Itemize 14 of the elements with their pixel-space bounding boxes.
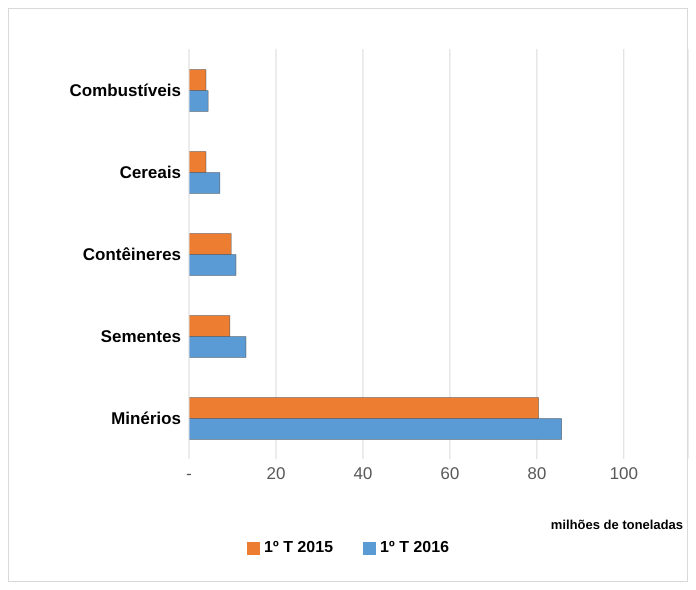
legend-label: 1º T 2015 xyxy=(264,539,333,557)
y-tick-label: Combustíveis xyxy=(70,81,181,100)
x-axis-title: milhões de toneladas xyxy=(550,517,683,532)
legend-label: 1º T 2016 xyxy=(380,539,449,557)
x-tick-label: 40 xyxy=(353,464,372,484)
y-tick-label: Sementes xyxy=(100,327,181,346)
y-tick-label: Minérios xyxy=(111,409,181,428)
y-tick-label: Contêineres xyxy=(82,245,181,264)
y-tick-label: Cereais xyxy=(120,163,181,182)
x-tick-label: 60 xyxy=(440,464,460,484)
x-tick-label: 20 xyxy=(266,464,286,484)
x-tick-label: - xyxy=(186,464,192,484)
x-tick-label: 100 xyxy=(610,464,638,484)
x-tick-label: 80 xyxy=(527,464,546,484)
